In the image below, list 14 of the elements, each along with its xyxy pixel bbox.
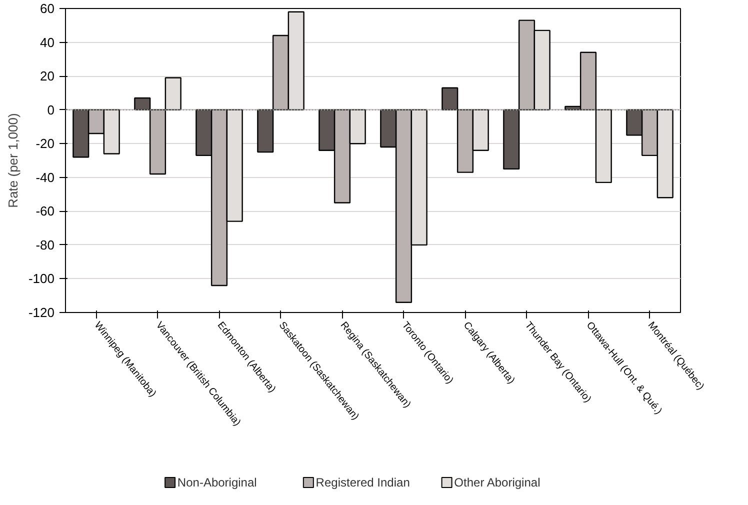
y-tick-label: -100 xyxy=(28,271,55,286)
y-tick-label: -60 xyxy=(36,204,55,219)
y-tick-label: -20 xyxy=(36,136,55,152)
y-tick-label: 20 xyxy=(40,68,55,84)
legend-label: Non-Aboriginal xyxy=(177,476,257,490)
y-axis-title: Rate (per 1,000) xyxy=(5,113,20,208)
y-tick-label: -120 xyxy=(28,305,55,320)
y-tick-label: 40 xyxy=(40,34,55,50)
legend-label: Registered Indian xyxy=(316,476,410,490)
y-tick-label: -40 xyxy=(36,170,55,185)
y-tick-label: 0 xyxy=(47,102,55,118)
legend-label: Other Aboriginal xyxy=(454,476,540,490)
y-tick-label: 60 xyxy=(40,1,55,16)
y-tick-label: -80 xyxy=(36,237,55,252)
